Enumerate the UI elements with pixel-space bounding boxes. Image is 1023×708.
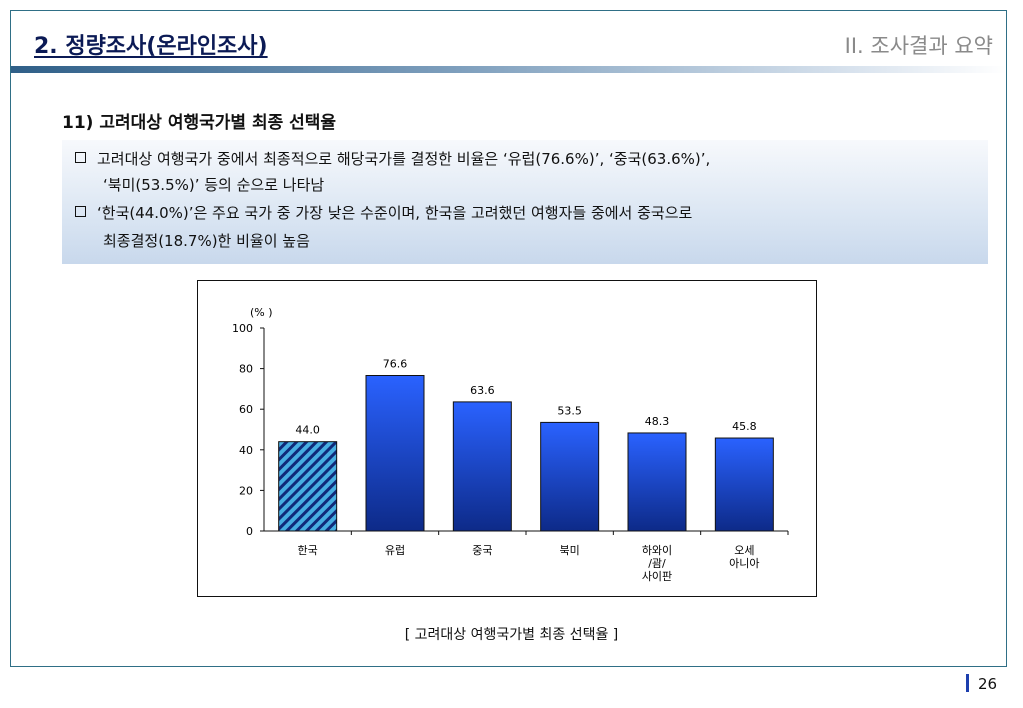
bar-chart-svg: (% ) 0 20 40 60 80 100 44.0 한국 76.6 유럽 63.6 중국 53.5 북…: [232, 306, 789, 583]
x-tick-label: 사이판: [642, 570, 672, 583]
y-tick-label: 100: [232, 322, 253, 335]
subsection-title: 11) 고려대상 여행국가별 최종 선택율: [62, 113, 337, 133]
y-unit-label: (% ): [250, 306, 273, 319]
checkbox-bullet-icon: [75, 152, 86, 163]
bullet-2-line-1: ‘한국(44.0%)’은 주요 국가 중 가장 낮은 수준이며, 한국을 고려했…: [97, 204, 693, 222]
x-tick-label: 오세: [734, 544, 754, 557]
section-title: II. 조사결과 요약: [844, 34, 993, 58]
data-label: 53.5: [557, 404, 582, 417]
chart-caption: [ 고려대상 여행국가별 최종 선택율 ]: [404, 627, 619, 643]
page-marker: [966, 674, 969, 692]
data-label: 63.6: [470, 384, 495, 397]
summary-box: 고려대상 여행국가 중에서 최종적으로 해당국가를 결정한 비율은 ‘유럽(76…: [62, 140, 988, 264]
bullet-2-line-2: 최종결정(18.7%)한 비율이 높음: [103, 232, 310, 250]
data-label: 76.6: [383, 358, 408, 371]
header-rule: [11, 66, 1006, 73]
bullet-2: ‘한국(44.0%)’은 주요 국가 중 가장 낮은 수준이며, 한국을 고려했…: [75, 202, 692, 224]
y-tick-label: 40: [239, 444, 253, 457]
x-tick-label: 한국: [298, 544, 318, 557]
bullet-1-line-2: ‘북미(53.5%)’ 등의 순으로 나타남: [103, 176, 325, 194]
bar: [278, 441, 338, 532]
x-tick-label: 하와이: [642, 543, 672, 557]
bar: [540, 421, 600, 532]
y-tick-label: 20: [239, 484, 253, 497]
x-tick-label: 중국: [472, 544, 492, 557]
y-tick-label: 0: [246, 525, 253, 538]
bar: [365, 375, 425, 532]
bar: [627, 432, 687, 532]
y-tick-label: 80: [239, 363, 253, 376]
data-label: 44.0: [295, 424, 320, 437]
bar: [714, 437, 774, 532]
bar: [452, 401, 512, 532]
page-title: 2. 정량조사(온라인조사): [34, 34, 268, 59]
page-number: 26: [978, 675, 998, 693]
slide-frame: [10, 10, 1007, 667]
x-tick-label: /괌/: [648, 557, 666, 570]
x-tick-label: 북미: [560, 544, 580, 557]
x-tick-label: 유럽: [385, 543, 405, 557]
bar-chart: (% ) 0 20 40 60 80 100 44.0 한국 76.6 유럽 63.6 중국 53.5 북…: [197, 280, 817, 597]
checkbox-bullet-icon: [75, 206, 86, 217]
data-label: 48.3: [645, 415, 670, 428]
y-tick-label: 60: [239, 403, 253, 416]
bullet-1-line-1: 고려대상 여행국가 중에서 최종적으로 해당국가를 결정한 비율은 ‘유럽(76…: [97, 150, 711, 168]
data-label: 45.8: [732, 420, 757, 433]
bullet-1: 고려대상 여행국가 중에서 최종적으로 해당국가를 결정한 비율은 ‘유럽(76…: [75, 148, 710, 170]
x-tick-label: 아니아: [729, 557, 759, 570]
